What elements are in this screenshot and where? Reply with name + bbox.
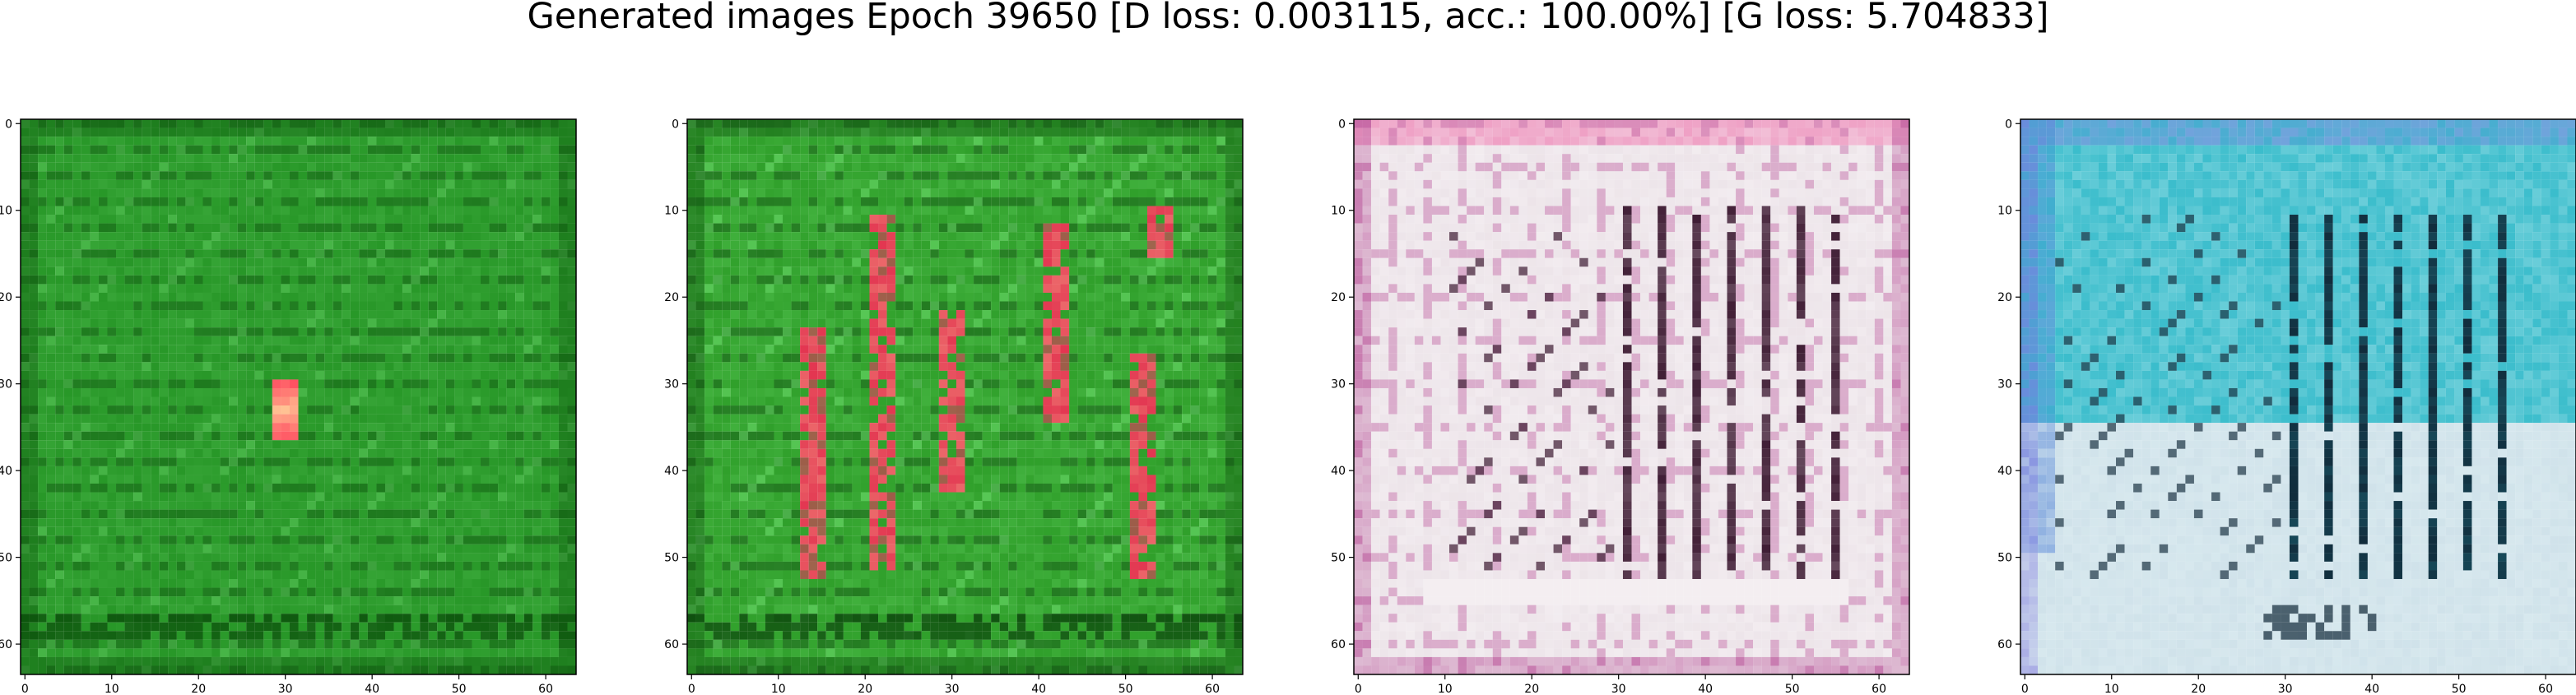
x-tick-label: 40 [2364,683,2379,695]
y-tick-label: 30 [1331,378,1346,392]
pixel-grid [2020,119,2576,675]
y-tick-label: 40 [1331,465,1346,478]
x-tick-label: 0 [688,683,695,695]
x-tick-label: 40 [365,683,379,695]
x-tick-label: 10 [1438,683,1453,695]
y-tick-label: 0 [1338,118,1346,131]
x-tick-label: 40 [1698,683,1713,695]
y-tick-label: 50 [664,552,679,565]
x-tick-label: 60 [1205,683,1220,695]
x-tick-label: 50 [452,683,467,695]
y-tick-label: 20 [0,291,12,304]
x-tick-label: 60 [538,683,553,695]
x-tick-label: 50 [2452,683,2467,695]
y-tick-label: 20 [664,291,679,304]
y-tick-label: 60 [664,638,679,651]
x-tick-label: 30 [945,683,960,695]
y-tick-label: 60 [1997,638,2012,651]
image-panel-1: 0 10 20 30 40 50 60 0 10 20 30 40 50 60 [0,118,577,695]
x-tick-label: 20 [191,683,206,695]
image-axes-3: 0 10 20 30 40 50 60 0 10 20 30 40 50 60 [1331,118,1910,695]
x-tick-label: 30 [278,683,293,695]
pixel-grid [1354,119,1910,675]
x-tick-label: 50 [1118,683,1133,695]
x-tick-label: 10 [771,683,786,695]
y-tick-label: 10 [1331,205,1346,218]
axes-frame [1353,118,1910,675]
y-tick-label: 0 [5,118,12,131]
image-axes-4: 0 10 20 30 40 50 60 0 10 20 30 40 50 60 [1997,118,2576,695]
y-tick-label: 10 [0,205,12,218]
x-tick-label: 0 [1355,683,1362,695]
x-tick-label: 20 [2191,683,2206,695]
image-axes-2: 0 10 20 30 40 50 60 0 10 20 30 40 50 60 [664,118,1244,695]
y-tick-label: 60 [1331,638,1346,651]
x-tick-label: 40 [1031,683,1046,695]
x-tick-label: 60 [1872,683,1886,695]
x-tick-label: 10 [2104,683,2119,695]
y-tick-label: 20 [1997,291,2012,304]
x-tick-label: 0 [2021,683,2029,695]
x-tick-label: 30 [1611,683,1626,695]
y-tick-label: 10 [1997,205,2012,218]
y-tick-label: 30 [664,378,679,392]
x-tick-label: 0 [21,683,29,695]
x-tick-label: 50 [1785,683,1800,695]
axes-frame [2020,118,2576,675]
pixel-grid [21,119,577,675]
y-tick-label: 30 [0,378,12,392]
y-tick-label: 40 [1997,465,2012,478]
pixel-grid [687,119,1244,675]
x-tick-label: 30 [2278,683,2293,695]
axes-frame [686,118,1244,675]
y-tick-label: 50 [0,552,12,565]
x-tick-label: 10 [105,683,119,695]
y-tick-label: 50 [1331,552,1346,565]
image-panel-3: 0 10 20 30 40 50 60 0 10 20 30 40 50 60 [1331,118,1910,695]
y-tick-label: 40 [0,465,12,478]
axes-frame [20,118,577,675]
y-tick-label: 60 [0,638,12,651]
image-panel-2: 0 10 20 30 40 50 60 0 10 20 30 40 50 60 [664,118,1244,695]
image-panel-4: 0 10 20 30 40 50 60 0 10 20 30 40 50 60 [1997,118,2576,695]
y-tick-label: 30 [1997,378,2012,392]
image-axes-1: 0 10 20 30 40 50 60 0 10 20 30 40 50 60 [0,118,577,695]
y-tick-label: 0 [2005,118,2012,131]
y-tick-label: 0 [672,118,679,131]
figure-title: Generated images Epoch 39650 [D loss: 0.… [527,0,2049,37]
y-tick-label: 40 [664,465,679,478]
y-tick-label: 10 [664,205,679,218]
y-tick-label: 50 [1997,552,2012,565]
y-tick-label: 20 [1331,291,1346,304]
x-tick-label: 60 [2538,683,2553,695]
x-tick-label: 20 [858,683,872,695]
x-tick-label: 20 [1524,683,1539,695]
